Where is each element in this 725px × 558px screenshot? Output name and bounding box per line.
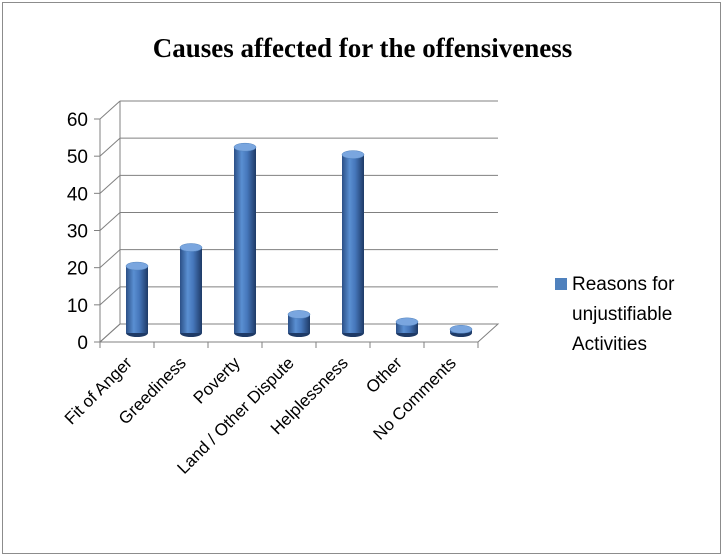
side-wall-gridline [99,174,121,194]
chart-title: Causes affected for the offensiveness [152,33,573,63]
y-tick-label: 0 [77,333,88,354]
bar-top [287,310,311,319]
legend-swatch [555,278,567,290]
chart-floor [98,323,500,343]
side-wall-gridline [99,212,121,231]
bar-top [179,243,203,252]
bar-top [395,317,419,327]
bar-body [342,154,364,333]
y-tick-label: 60 [67,110,88,131]
bar [287,310,311,337]
bar-body [288,314,310,333]
bar-top [341,150,365,159]
bar-top [125,261,149,271]
legend-label: Reasons for unjustifiable Activities [572,274,675,355]
y-tick-label: 20 [67,259,88,280]
bar-body [396,321,418,333]
x-tick-label: Other [362,353,406,397]
side-wall-gridline [99,286,121,306]
bar [395,317,419,337]
bar-body [126,266,148,333]
bar [125,261,149,337]
y-tick-label: 10 [67,296,88,317]
bar [233,142,257,337]
side-wall-gridline [99,249,121,269]
bar-body [180,247,202,333]
bar-top [449,325,473,334]
side-wall-gridline [99,137,121,157]
bar [449,325,473,337]
bar-top [233,142,257,152]
y-tick-label: 50 [67,147,88,168]
y-tick-label: 30 [67,222,88,243]
x-tick-label: Poverty [190,353,245,408]
bar-body [234,147,256,333]
bar [341,150,365,337]
side-wall-gridline [99,100,121,120]
bar [179,243,203,337]
y-tick-label: 40 [67,184,88,205]
